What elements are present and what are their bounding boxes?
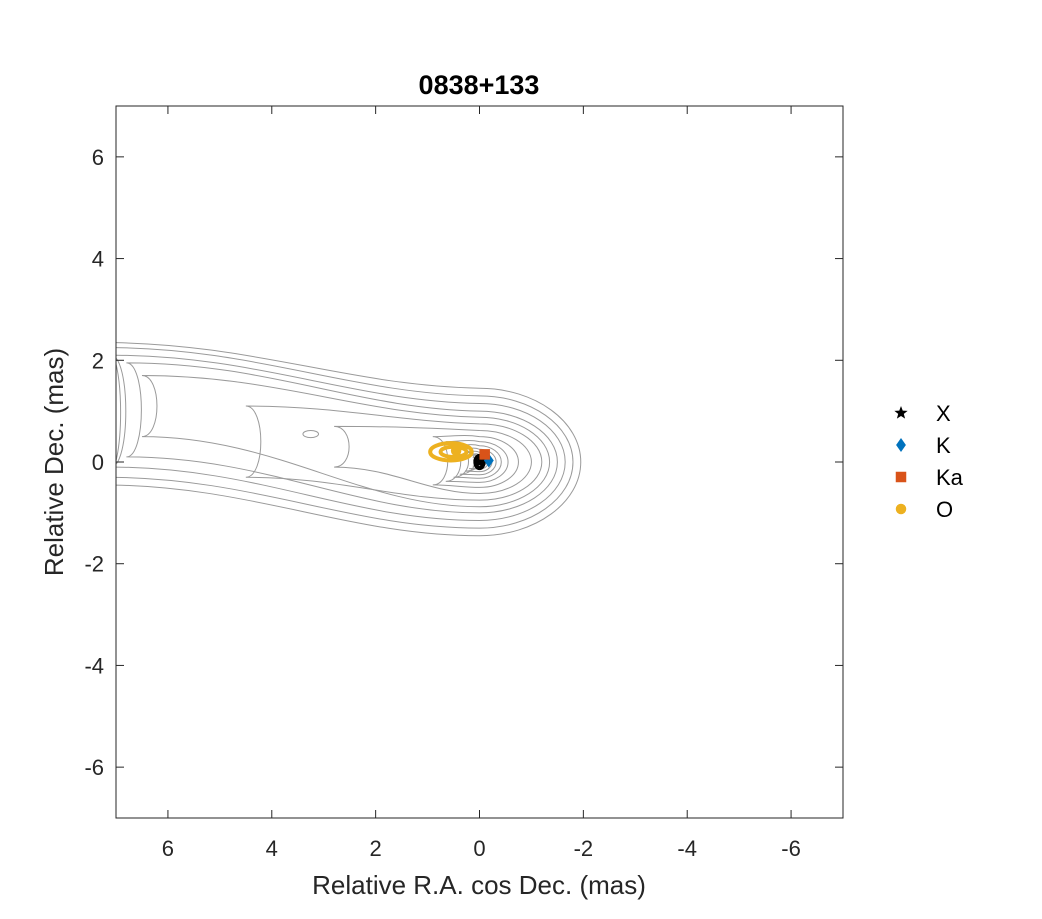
- marker-layer: [428, 441, 494, 471]
- legend-label-o: O: [936, 497, 953, 522]
- legend-marker-x: [894, 406, 908, 419]
- contour-level: [126, 362, 558, 514]
- y-tick-label: -6: [84, 755, 104, 780]
- tick-layer: 6 4 2 0 -2 -4 -6 6 4 2 0 -2 -4 -6: [84, 106, 843, 861]
- x-tick-label: 2: [370, 836, 382, 861]
- marker-x: [472, 455, 487, 468]
- legend-marker-o: [895, 503, 907, 515]
- x-axis-label: Relative R.A. cos Dec. (mas): [312, 870, 646, 900]
- legend-marker-k: [896, 438, 906, 452]
- contour-level: [245, 405, 543, 501]
- chart-title: 0838+133: [419, 70, 540, 100]
- contour-level: [116, 354, 566, 521]
- legend-label-k: K: [936, 433, 951, 458]
- contour-level: [432, 434, 519, 488]
- legend-label-ka: Ka: [936, 465, 964, 490]
- y-tick-label: -2: [84, 552, 104, 577]
- marker-ka: [479, 449, 490, 460]
- y-tick-label: 2: [92, 348, 104, 373]
- x-tick-label: -4: [677, 836, 697, 861]
- contour-level: [116, 347, 574, 529]
- x-tick-label: -2: [574, 836, 594, 861]
- y-tick-label: -4: [84, 653, 104, 678]
- contour-level: [116, 342, 582, 537]
- y-tick-label: 0: [92, 450, 104, 475]
- contour-layer: [116, 342, 582, 537]
- contour-island: [302, 429, 320, 439]
- x-tick-label: -6: [781, 836, 801, 861]
- legend: XK Ka O: [894, 401, 964, 522]
- y-axis-label: Relative Dec. (mas): [39, 348, 69, 576]
- legend-marker-ka: [895, 471, 907, 483]
- legend-label-x: X: [936, 401, 951, 426]
- y-tick-label: 4: [92, 247, 104, 272]
- x-tick-label: 6: [162, 836, 174, 861]
- x-tick-label: 0: [473, 836, 485, 861]
- ellipse-o: [428, 441, 474, 463]
- contour-level: [334, 425, 532, 495]
- marker-o: [450, 445, 462, 457]
- y-tick-label: 6: [92, 145, 104, 170]
- x-tick-label: 4: [266, 836, 278, 861]
- contour-level: [141, 375, 551, 508]
